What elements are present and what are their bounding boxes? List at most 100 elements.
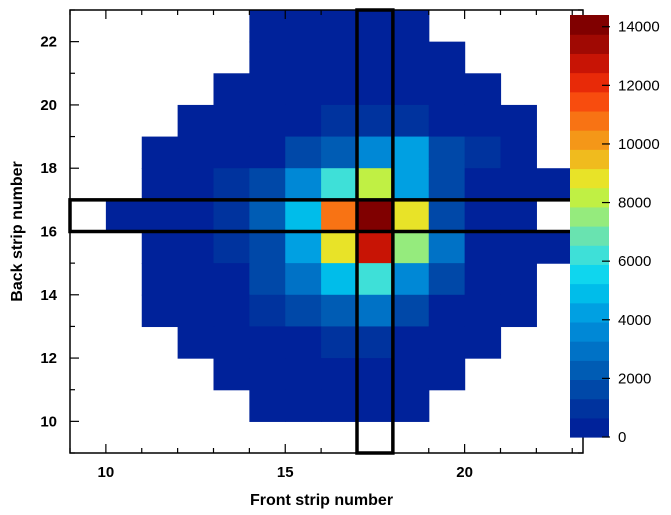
heatmap-cell [177, 263, 215, 296]
heatmap-cell [392, 326, 430, 359]
heatmap-cell [249, 136, 286, 169]
heatmap-cell [500, 263, 537, 296]
x-tick-label: 20 [456, 464, 473, 481]
colorbar-segment [570, 149, 609, 170]
heatmap-cell [285, 136, 322, 169]
heatmap-cell [321, 10, 358, 43]
heatmap-cell [285, 104, 322, 138]
colorbar-segment [570, 360, 609, 381]
heatmap-cell [428, 326, 466, 359]
heatmap-cell [141, 263, 179, 296]
heatmap-cell [141, 231, 179, 264]
heatmap-cell [285, 263, 322, 296]
colorbar-tick-label: 10000 [618, 136, 660, 153]
y-tick-label: 12 [40, 350, 57, 367]
heatmap-cell [249, 263, 286, 296]
heatmap-cell [356, 136, 394, 169]
heatmap-cell [428, 136, 466, 169]
heatmap-cell [249, 73, 286, 106]
heatmap-cell [428, 199, 466, 233]
heatmap-cell [285, 294, 322, 328]
heatmap-cell [500, 294, 537, 328]
heatmap-cell [356, 294, 394, 328]
heatmap-cell [428, 41, 466, 74]
heatmap-cell [177, 294, 215, 328]
heatmap-cell [285, 358, 322, 391]
heatmap-cell [141, 199, 179, 233]
colorbar: 0 2000 4000 6000 8000 10000 12000 14000 [570, 15, 660, 446]
heatmap-cell [392, 104, 430, 138]
colorbar-segment [570, 206, 609, 227]
heatmap-cell [392, 168, 430, 201]
y-tick-label: 20 [40, 97, 57, 114]
heatmap-cell [321, 231, 358, 264]
heatmap-cell [392, 199, 430, 233]
colorbar-segment [570, 302, 609, 323]
colorbar-tick-label: 12000 [618, 77, 660, 94]
colorbar-segment [570, 245, 609, 265]
heatmap-cell [428, 358, 466, 391]
heatmap-cell [213, 326, 250, 359]
heatmap-cells [105, 10, 573, 422]
heatmap-cell [249, 168, 286, 201]
y-tick-label: 22 [40, 34, 57, 51]
heatmap-cell [249, 231, 286, 264]
heatmap-cell [428, 263, 466, 296]
heatmap-cell [177, 104, 215, 138]
heatmap-cell [177, 199, 215, 233]
heatmap-cell [321, 389, 358, 422]
x-tick-label: 15 [277, 464, 294, 481]
heatmap-cell [141, 294, 179, 328]
heatmap-cell [213, 358, 250, 391]
heatmap-cell [249, 10, 286, 43]
heatmap-cell [321, 104, 358, 138]
heatmap-cell [321, 41, 358, 74]
colorbar-segment [570, 321, 609, 342]
heatmap-cell [464, 168, 502, 201]
heatmap-cell [249, 294, 286, 328]
heatmap-cell [464, 199, 502, 233]
y-tick-label: 16 [40, 224, 57, 241]
x-axis: 10 15 20 [69, 10, 573, 481]
colorbar-segment [570, 72, 609, 93]
heatmap-cell [213, 294, 250, 328]
colorbar-segment [570, 341, 609, 361]
x-axis-title: Front strip number [250, 492, 393, 509]
heatmap-cell [249, 104, 286, 138]
heatmap-cell [356, 73, 394, 106]
colorbar-tick-label: 14000 [618, 19, 660, 36]
y-axis: 10 12 14 16 18 20 22 [40, 9, 583, 454]
heatmap-cell [321, 326, 358, 359]
heatmap-cell [392, 231, 430, 264]
heatmap-cell [536, 168, 573, 201]
colorbar-segment [570, 398, 609, 419]
heatmap-cell [249, 358, 286, 391]
y-axis-title: Back strip number [9, 161, 26, 301]
colorbar-segment [570, 226, 609, 246]
heatmap-cell [536, 231, 573, 264]
heatmap-cell [213, 168, 250, 201]
colorbar-tick-label: 4000 [618, 312, 651, 329]
colorbar-segment [570, 283, 609, 304]
heatmap-cell [105, 199, 143, 233]
heatmap-cell [500, 231, 537, 264]
heatmap-cell [213, 136, 250, 169]
heatmap-cell [428, 294, 466, 328]
heatmap-cell [356, 10, 394, 43]
heatmap-cell [321, 136, 358, 169]
heatmap-cell [213, 231, 250, 264]
heatmap-cell [464, 263, 502, 296]
heatmap-cell [464, 73, 502, 106]
heatmap-cell [285, 73, 322, 106]
heatmap-cell [285, 231, 322, 264]
colorbar-segment [570, 417, 609, 438]
heatmap-cell [285, 326, 322, 359]
heatmap-cell [285, 10, 322, 43]
heatmap-cell [321, 73, 358, 106]
heatmap-cell [213, 263, 250, 296]
colorbar-segment [570, 53, 609, 74]
heatmap-cell [321, 294, 358, 328]
heatmap-cell [213, 199, 250, 233]
heatmap-cell [213, 104, 250, 138]
colorbar-segment [570, 379, 609, 400]
